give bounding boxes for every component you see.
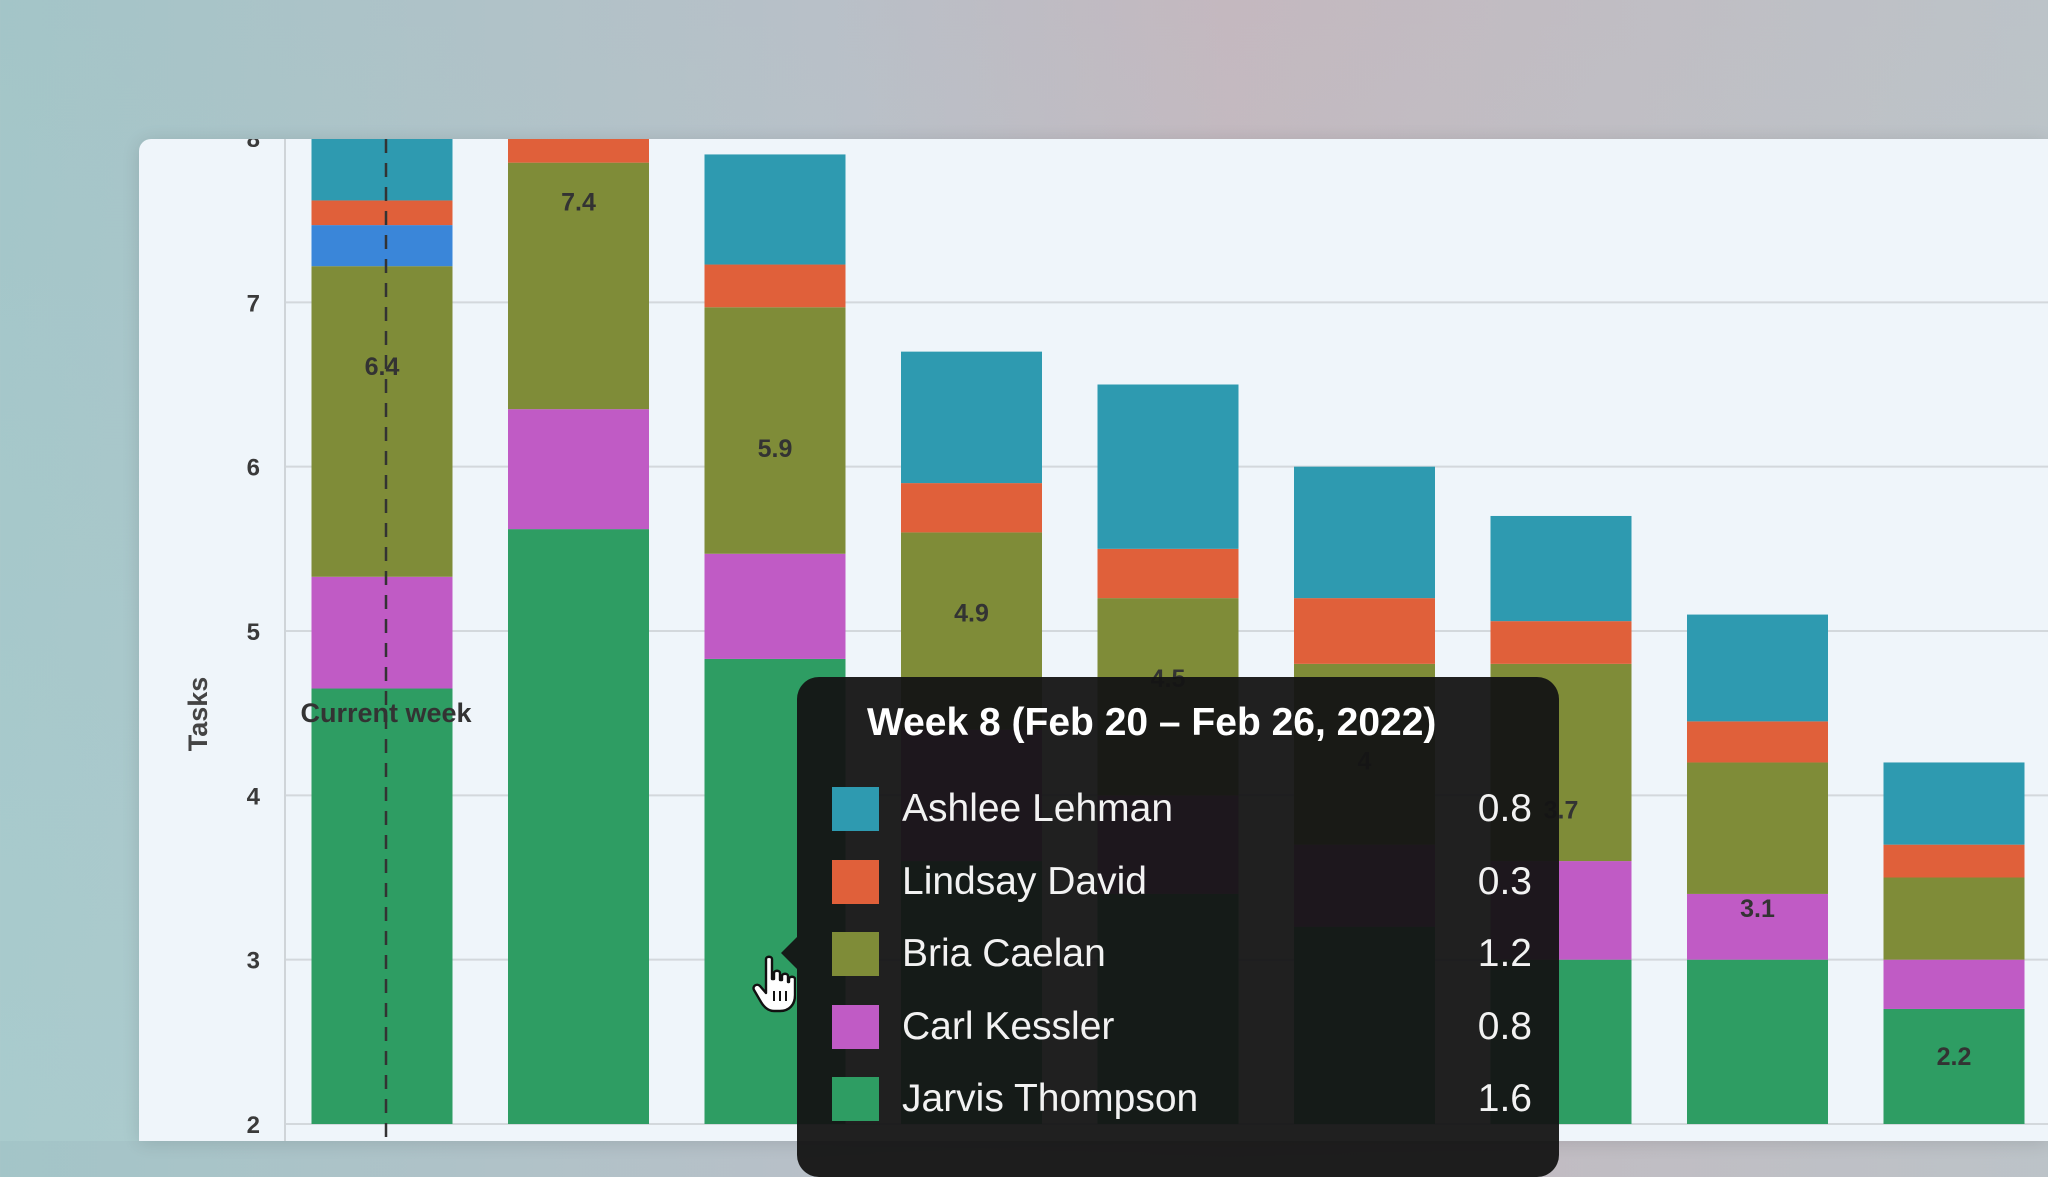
bar-segment xyxy=(1687,721,1828,763)
y-axis-title: Tasks xyxy=(183,677,213,752)
bar-segment xyxy=(1883,844,2025,878)
tooltip-series-name: Jarvis Thompson xyxy=(902,1077,1199,1120)
bar-segment xyxy=(1097,384,1239,549)
legend-swatch xyxy=(832,787,879,831)
bar-segment xyxy=(508,139,649,163)
bar-segment xyxy=(1294,598,1435,664)
tooltip-series-value: 1.2 xyxy=(1477,932,1532,975)
y-tick-label: 4 xyxy=(247,783,261,810)
bar-segment xyxy=(1097,548,1239,599)
bar-segment xyxy=(311,576,453,689)
bar-segment xyxy=(508,162,649,410)
bar-segment xyxy=(704,154,846,265)
bar-segment xyxy=(901,351,1042,484)
hand-pointer-icon xyxy=(752,955,796,1013)
current-week-label: Current week xyxy=(300,698,472,728)
bar-total-label: 3.1 xyxy=(1740,895,1775,923)
tooltip-series-value: 0.8 xyxy=(1477,1004,1532,1048)
bar-segment xyxy=(704,264,846,308)
bar-total-label: 7.4 xyxy=(561,189,596,217)
tooltip-series-value: 0.3 xyxy=(1477,859,1532,903)
bar-segment xyxy=(1883,959,2025,1009)
bar-segment xyxy=(1883,762,2025,845)
bar-total-label: 2.2 xyxy=(1937,1043,1972,1071)
bar-total-label: 5.9 xyxy=(758,435,793,463)
y-tick-label: 2 xyxy=(247,1112,260,1139)
bar-total-label: 4.9 xyxy=(954,599,989,627)
tooltip-series-name: Bria Caelan xyxy=(902,932,1106,975)
y-tick-label: 5 xyxy=(247,619,260,646)
bar-segment xyxy=(311,200,453,226)
tooltip-series-value: 0.8 xyxy=(1477,787,1532,830)
bar-segment xyxy=(311,139,453,201)
bar-segment xyxy=(704,553,846,659)
legend-swatch xyxy=(832,1004,879,1049)
tooltip-series-name: Carl Kessler xyxy=(902,1004,1115,1048)
bar-segment xyxy=(901,483,1042,533)
bar-segment xyxy=(704,307,846,554)
tooltip-row: Bria Caelan 1.2 xyxy=(832,928,1532,978)
y-tick-label: 7 xyxy=(247,290,260,317)
bar-segment xyxy=(1490,621,1632,664)
tooltip-row: Carl Kessler 0.8 xyxy=(832,1001,1532,1051)
bar-segment xyxy=(508,529,649,1124)
tooltip-title: Week 8 (Feb 20 – Feb 26, 2022) xyxy=(867,701,1437,744)
tooltip-row: Ashlee Lehman 0.8 xyxy=(832,783,1532,833)
tooltip-row: Lindsay David 0.3 xyxy=(832,856,1532,906)
bar-segment xyxy=(1687,762,1828,894)
bar-segment xyxy=(1883,877,2025,960)
bar-total-label: 6.4 xyxy=(365,353,400,381)
bar-segment xyxy=(1294,466,1435,599)
legend-swatch xyxy=(832,859,879,904)
legend-swatch xyxy=(832,1077,879,1121)
y-tick-label: 8 xyxy=(247,139,260,153)
bar-segment xyxy=(508,409,649,530)
bar-segment xyxy=(311,688,453,1124)
chart-tooltip: Week 8 (Feb 20 – Feb 26, 2022) Ashlee Le… xyxy=(781,677,1559,1177)
bar-segment xyxy=(311,266,453,577)
bar-segment xyxy=(1687,959,1828,1124)
legend-swatch xyxy=(832,932,879,976)
bar-segment xyxy=(1883,1008,2025,1124)
bar-segment xyxy=(1687,893,1828,960)
y-tick-label: 6 xyxy=(247,455,260,482)
y-tick-label: 3 xyxy=(247,948,260,975)
tooltip-series-name: Lindsay David xyxy=(902,859,1147,903)
tooltip-arrow xyxy=(781,937,797,969)
tooltip-series-value: 1.6 xyxy=(1477,1077,1532,1120)
tooltip-series-name: Ashlee Lehman xyxy=(902,787,1174,830)
tooltip-row: Jarvis Thompson 1.6 xyxy=(832,1073,1532,1123)
bar-segment xyxy=(1687,614,1828,722)
bar-segment xyxy=(1490,515,1632,622)
bar-segment xyxy=(311,225,453,267)
